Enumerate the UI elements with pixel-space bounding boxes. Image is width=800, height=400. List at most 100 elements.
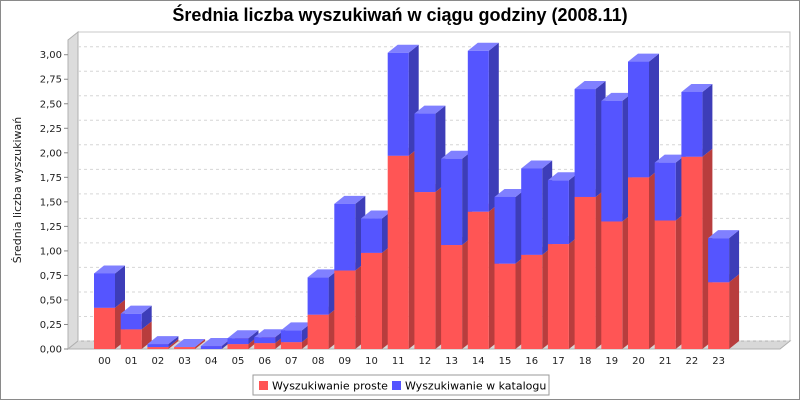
bar-segment [574, 188, 606, 349]
bar-front-face [94, 307, 115, 349]
bar-front-face [628, 177, 649, 349]
legend-swatch [392, 381, 401, 390]
bar-segment [467, 203, 499, 349]
bar-top-face [441, 150, 473, 159]
bar-segment [708, 274, 740, 349]
bar-top-face [654, 154, 686, 163]
bar-segment [494, 255, 526, 349]
y-tick-label: 2,25 [40, 124, 62, 135]
y-tick-label: 1,75 [40, 173, 62, 184]
bar-front-face [227, 344, 249, 349]
bar-front-face [654, 162, 676, 221]
bar-segment [521, 160, 553, 255]
x-tick-label: 17 [552, 356, 565, 367]
bar-side-face [168, 339, 179, 349]
legend-entry: Wyszukiwanie w katalogu [405, 380, 546, 393]
bar-top-face [200, 338, 232, 347]
bar-segment [334, 195, 366, 271]
bar-segment [174, 339, 206, 348]
x-tick-label: 07 [285, 356, 298, 367]
bar-top-face [414, 105, 446, 114]
bars [94, 42, 740, 349]
bar-front-face [280, 330, 302, 343]
bar-side-face [702, 83, 713, 157]
bar-top-face [387, 44, 419, 53]
bar-segment [654, 154, 686, 221]
bar-front-face [467, 211, 489, 349]
bar-side-face [168, 336, 179, 348]
y-tick-label: 0,00 [40, 345, 62, 356]
x-tick-label: 08 [312, 356, 325, 367]
x-tick-label: 11 [392, 356, 405, 367]
bar-front-face [334, 203, 356, 271]
bar-top-face [574, 81, 606, 90]
bar-top-face [307, 269, 339, 278]
bar-top-face [628, 53, 659, 62]
legend-entry: Wyszukiwanie proste [272, 380, 388, 393]
bar-top-face [147, 336, 179, 345]
x-tick-label: 00 [98, 356, 111, 367]
bar-segment [547, 236, 579, 349]
bar-front-face [361, 218, 382, 253]
bar-segment [361, 244, 392, 349]
bar-front-face [387, 155, 409, 349]
bar-top-face [547, 172, 579, 181]
bar-segment [361, 210, 392, 253]
y-tick-label: 2,50 [40, 99, 62, 110]
bar-front-face [521, 168, 543, 255]
x-tick-label: 04 [205, 356, 218, 367]
bar-top-face [227, 330, 259, 339]
bar-side-face [141, 321, 152, 349]
legend-swatch [259, 381, 268, 390]
bar-front-face [708, 282, 730, 349]
x-tick-label: 14 [472, 356, 485, 367]
bar-top-face [601, 92, 633, 101]
bar-front-face [414, 192, 436, 349]
bar-segment [654, 212, 686, 349]
bar-segment [94, 265, 125, 308]
bar-front-face [708, 238, 730, 283]
bar-front-face [467, 50, 489, 212]
bar-front-face [387, 52, 409, 156]
bar-top-face [708, 230, 740, 239]
bar-front-face [414, 113, 436, 193]
bar-side-face [115, 265, 125, 308]
bar-front-face [547, 244, 569, 349]
x-tick-label: 03 [178, 356, 191, 367]
bar-top-face [280, 322, 312, 331]
y-tick-label: 1,00 [40, 246, 62, 257]
bar-segment [681, 148, 713, 349]
x-tick-label: 20 [632, 356, 645, 367]
x-tick-label: 12 [419, 356, 432, 367]
bar-front-face [254, 337, 276, 344]
bar-front-face [307, 314, 329, 349]
bar-segment [387, 44, 419, 156]
bar-front-face [174, 347, 196, 349]
x-tick-label: 22 [686, 356, 699, 367]
x-tick-label: 15 [499, 356, 512, 367]
bar-front-face [227, 338, 249, 345]
x-tick-label: 10 [365, 356, 378, 367]
bar-segment [494, 188, 526, 264]
bar-segment [521, 246, 553, 349]
bar-front-face [601, 100, 623, 222]
bar-front-face [681, 91, 703, 157]
bar-front-face [494, 196, 516, 264]
bar-side-face [729, 274, 740, 349]
bar-segment [441, 237, 473, 349]
bar-front-face [441, 158, 463, 246]
bar-top-face [94, 265, 125, 274]
x-tick-label: 09 [338, 356, 351, 367]
bar-front-face [147, 344, 169, 348]
x-tick-label: 01 [125, 356, 138, 367]
x-tick-label: 18 [579, 356, 592, 367]
chart-title: Średnia liczba wyszukiwań w ciągu godzin… [172, 4, 627, 25]
bar-segment [414, 184, 446, 349]
bar-segment [681, 83, 713, 157]
bar-segment [120, 305, 152, 330]
bar-segment [307, 269, 339, 315]
bar-front-face [574, 196, 596, 349]
bar-front-face [681, 156, 703, 349]
bar-top-face [361, 210, 392, 219]
